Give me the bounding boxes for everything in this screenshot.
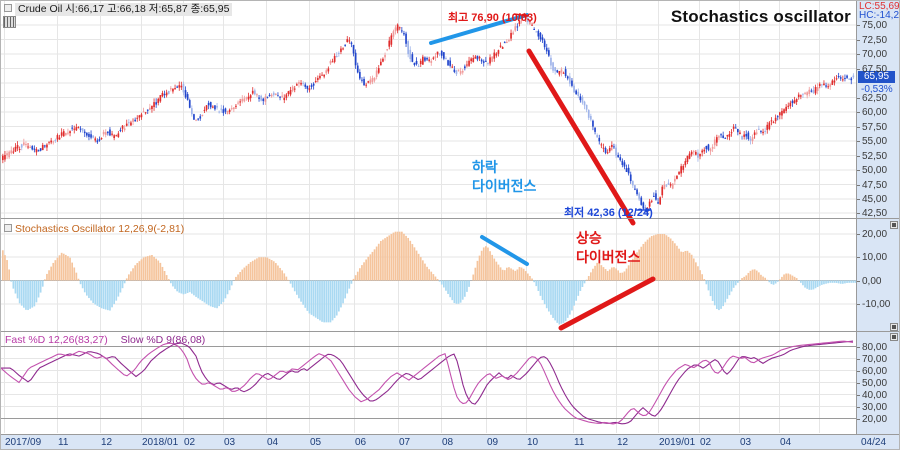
axis-tick-label: 57,50 — [862, 121, 888, 133]
annotation-bearish-line2: 다이버전스 — [472, 178, 537, 194]
axis-tick-label: 30,00 — [862, 401, 888, 413]
symbol-marker-icon — [4, 4, 12, 12]
date-tick-label: 12 — [101, 437, 113, 448]
axis-tick-label: 45,00 — [862, 194, 888, 205]
oscillator-title: Stochastics Oscillator 12,26,9(-2,81) — [15, 223, 185, 235]
hc-value: HC:-14,24 — [859, 10, 900, 21]
date-tick-label: 03 — [224, 437, 236, 448]
axis-tick-label: 40,00 — [862, 389, 888, 401]
pane-button-icon[interactable] — [890, 323, 898, 331]
date-tick-label: 2019/01 — [659, 437, 696, 448]
axis-tick-label: 42,50 — [862, 208, 888, 219]
axis-tick-mark — [857, 25, 860, 26]
axis-tick-label: 0,00 — [862, 275, 882, 287]
axis-tick-mark — [857, 257, 860, 258]
date-tick-label: 05 — [310, 437, 322, 448]
axis-tick-mark — [857, 39, 860, 41]
annotation-high-label: 최고 76,90 (10/03) — [448, 12, 537, 24]
annotation-bullish-line2: 다이버전스 — [576, 249, 641, 265]
axis-tick-mark — [857, 382, 860, 384]
date-tick-label: 07 — [399, 437, 411, 448]
volume-toggle-icon[interactable] — [3, 16, 16, 28]
axis-tick-mark — [857, 155, 860, 157]
axis-tick-mark — [857, 234, 860, 235]
axis-tick-mark — [857, 213, 860, 214]
change-percent: -0,53% — [861, 84, 893, 95]
axis-tick-mark — [857, 346, 860, 348]
axis-tick-mark — [857, 280, 860, 282]
fastd-title: Fast %D 12,26(83,27) Slow %D 9(86,08) — [5, 334, 205, 346]
date-tick-label: 06 — [355, 437, 367, 448]
axis-tick-mark — [857, 170, 860, 171]
axis-tick-mark — [857, 199, 860, 200]
annotation-bullish-divergence: 상승 다이버전스 — [576, 229, 640, 267]
axis-tick-mark — [857, 370, 860, 372]
axis-tick-mark — [857, 304, 860, 305]
axis-tick-label: 55,00 — [862, 136, 888, 147]
axis-tick-label: 50,00 — [862, 165, 888, 176]
axis-tick-mark — [857, 394, 860, 396]
value-axis[interactable]: LC:55,69 HC:-14,24 65,95 -0,53% 75,00 72,… — [856, 1, 900, 434]
axis-tick-label: 70,00 — [862, 353, 888, 365]
axis-tick-mark — [857, 68, 860, 70]
axis-tick-label: 75,00 — [862, 20, 888, 31]
axis-tick-mark — [857, 141, 860, 142]
axis-tick-mark — [857, 184, 860, 186]
axis-tick-mark — [857, 54, 860, 55]
last-price-badge: 65,95 — [858, 71, 895, 83]
axis-tick-label: 62,50 — [862, 92, 888, 104]
axis-tick-label: 60,00 — [862, 107, 888, 118]
axis-tick-mark — [857, 112, 860, 113]
date-tick-label: 2018/01 — [142, 437, 179, 448]
lc-value: LC:55,69 — [859, 1, 900, 12]
date-tick-label: 2017/09 — [5, 437, 42, 448]
date-tick-label: 11 — [574, 437, 585, 448]
fastd-title-fast: Fast %D 12,26(83,27) — [5, 334, 108, 346]
axis-tick-label: 72,50 — [862, 34, 888, 46]
axis-tick-mark — [857, 97, 860, 99]
panel-separator[interactable] — [1, 331, 899, 332]
chart-surface[interactable] — [1, 1, 856, 433]
annotation-bearish-line1: 하락 — [472, 159, 498, 175]
axis-tick-label: 60,00 — [862, 365, 888, 377]
axis-tick-label: 50,00 — [862, 377, 888, 389]
fastd-title-slow: Slow %D 9(86,08) — [120, 334, 206, 346]
date-tick-label: 04 — [267, 437, 279, 448]
axis-tick-mark — [857, 418, 860, 420]
pane-button-icon[interactable] — [890, 221, 898, 229]
axis-tick-label: 80,00 — [862, 341, 888, 353]
indicator-marker-icon — [4, 224, 12, 232]
last-date-label: 04/24 — [861, 437, 887, 448]
annotation-bullish-line1: 상승 — [576, 230, 602, 246]
date-tick-label: 10 — [527, 437, 539, 448]
axis-tick-label: 67,50 — [862, 63, 888, 75]
date-tick-label: 03 — [740, 437, 752, 448]
date-tick-label: 02 — [184, 437, 196, 448]
date-tick-label: 11 — [58, 437, 69, 448]
axis-tick-label: 70,00 — [862, 49, 888, 60]
date-axis[interactable]: 2017/09 11 12 2018/01 02 03 04 05 06 07 08 09 10 11 12… — [1, 434, 899, 449]
chart-heading: Stochastics oscillator — [670, 7, 851, 26]
axis-tick-mark — [857, 358, 860, 360]
date-tick-label: 12 — [617, 437, 629, 448]
axis-tick-label: -10,00 — [862, 299, 891, 310]
annotation-bearish-divergence: 하락 다이버전스 — [472, 158, 536, 196]
symbol-title: Crude Oil 시:66,17 고:66,18 저:65,87 종:65,9… — [15, 3, 233, 16]
pane-button-icon[interactable] — [890, 333, 898, 341]
annotation-low-label: 최저 42,36 (12/24) — [564, 207, 653, 219]
axis-tick-mark — [857, 126, 860, 128]
axis-tick-label: 20,00 — [862, 229, 888, 240]
axis-tick-mark — [857, 406, 860, 408]
date-tick-label: 08 — [442, 437, 454, 448]
axis-tick-label: 10,00 — [862, 252, 888, 263]
date-tick-label: 04 — [780, 437, 792, 448]
date-tick-label: 02 — [700, 437, 712, 448]
date-tick-label: 09 — [487, 437, 499, 448]
axis-tick-label: 52,50 — [862, 150, 888, 162]
axis-tick-label: 20,00 — [862, 413, 888, 425]
panel-separator[interactable] — [1, 218, 899, 219]
chart-canvas — [1, 1, 856, 433]
axis-tick-label: 47,50 — [862, 179, 888, 191]
